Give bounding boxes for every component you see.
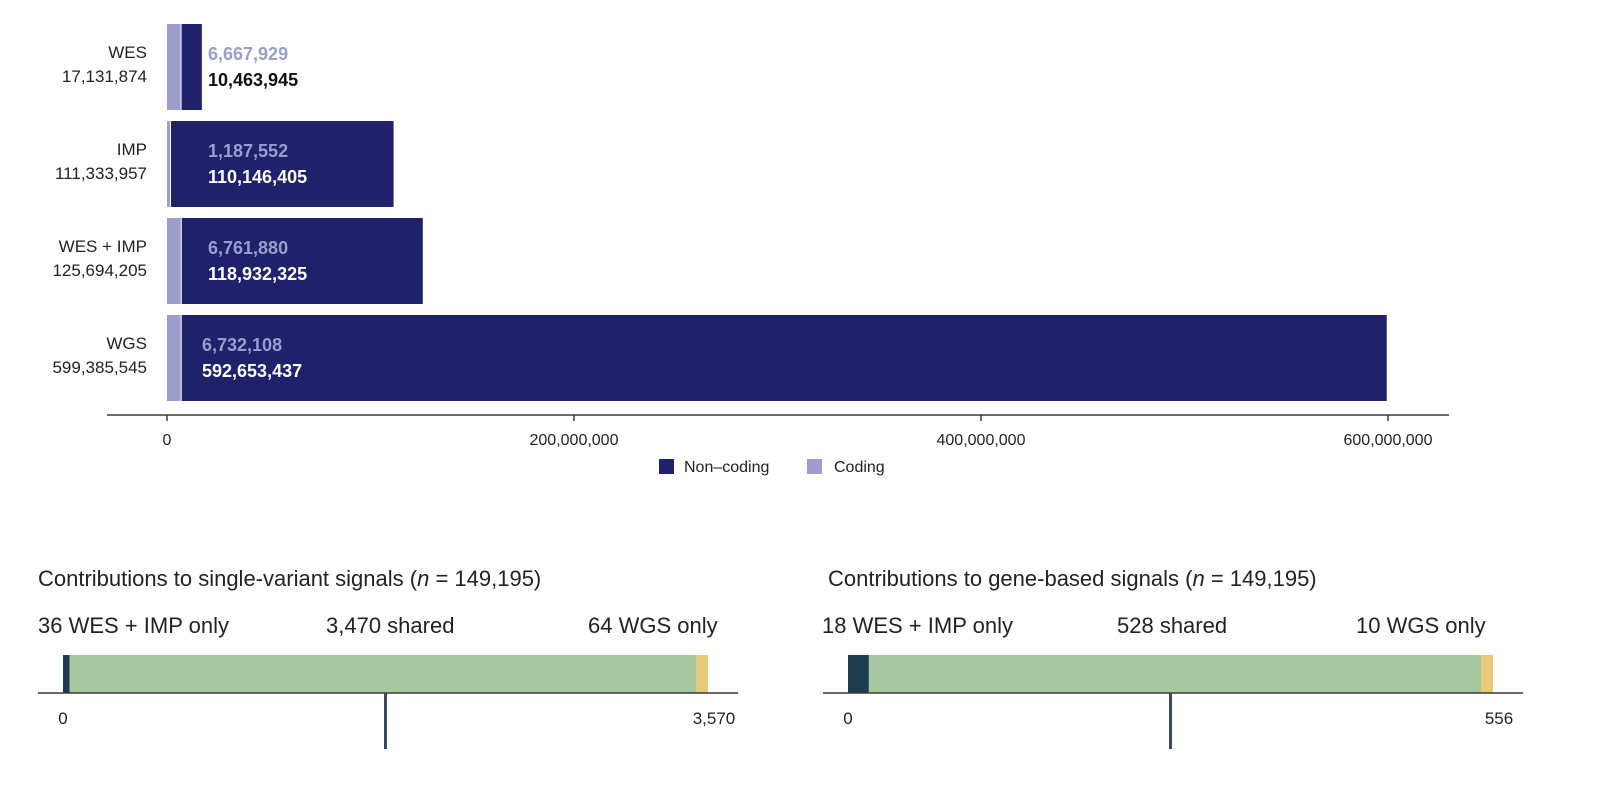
- x-tick-label: 556: [1485, 709, 1513, 728]
- noncoding-bar: [171, 121, 394, 207]
- x-tick-label: 400,000,000: [937, 432, 1026, 449]
- segment-label-wes-imp-only: 18 WES + IMP only: [822, 613, 1013, 638]
- wgs-only-segment: [1481, 655, 1493, 693]
- segment-label-wes-imp-only: 36 WES + IMP only: [38, 613, 229, 638]
- title-suffix: = 149,195): [1204, 566, 1317, 591]
- noncoding-value-label: 118,932,325: [208, 264, 307, 284]
- x-tick-label: 3,570: [693, 709, 736, 728]
- variant-count-bar-chart: WES 17,131,874 6,667,929 10,463,945 IMP 111,3…: [52, 24, 1449, 476]
- coding-value-label: 6,761,880: [208, 238, 288, 258]
- x-tick-label: 200,000,000: [530, 432, 619, 449]
- segment-label-shared: 3,470 shared: [326, 613, 455, 638]
- noncoding-value-label: 110,146,405: [208, 167, 307, 187]
- single-variant-contribution-bar: 0 3,570: [38, 655, 738, 749]
- noncoding-bar: [181, 315, 1387, 401]
- title-prefix: Contributions to single-variant signals …: [38, 566, 418, 591]
- legend-swatch: [659, 459, 674, 474]
- coding-bar: [167, 24, 181, 110]
- legend-swatch: [807, 459, 822, 474]
- category-label: IMP: [117, 140, 147, 159]
- category-total: 111,333,957: [55, 164, 147, 183]
- segment-label-shared: 528 shared: [1117, 613, 1228, 638]
- title-n: n: [417, 566, 430, 591]
- noncoding-bar: [181, 218, 423, 304]
- coding-bar: [167, 121, 170, 207]
- coding-bar: [167, 218, 181, 304]
- segment-label-wgs-only: 64 WGS only: [588, 613, 718, 638]
- category-total: 125,694,205: [52, 261, 147, 280]
- title-n: n: [1192, 566, 1205, 591]
- wes-imp-only-segment: [63, 655, 70, 693]
- wes-imp-only-segment: [848, 655, 869, 693]
- category-total: 17,131,874: [62, 67, 147, 86]
- shared-segment: [69, 655, 696, 693]
- contrib-title-single-variant: Contributions to single-variant signals …: [38, 566, 541, 592]
- category-label: WES + IMP: [59, 237, 147, 256]
- x-tick-label: 0: [58, 709, 67, 728]
- coding-value-label: 6,667,929: [208, 44, 288, 64]
- coding-bar: [167, 315, 181, 401]
- noncoding-value-label: 10,463,945: [208, 70, 298, 90]
- category-total: 599,385,545: [52, 358, 147, 377]
- legend-label: Non–coding: [684, 459, 769, 476]
- gene-based-contribution-bar: 0 556: [823, 655, 1523, 749]
- category-label: WES: [108, 43, 147, 62]
- coding-value-label: 6,732,108: [202, 335, 282, 355]
- shared-segment: [868, 655, 1481, 693]
- x-tick-label: 0: [843, 709, 852, 728]
- x-tick-label: 0: [163, 432, 172, 449]
- wgs-only-segment: [696, 655, 708, 693]
- noncoding-bar: [181, 24, 202, 110]
- x-tick-label: 600,000,000: [1344, 432, 1433, 449]
- segment-label-wgs-only: 10 WGS only: [1356, 613, 1486, 638]
- contrib-title-gene-based: Contributions to gene-based signals (n =…: [828, 566, 1317, 592]
- legend-label: Coding: [834, 459, 885, 476]
- title-prefix: Contributions to gene-based signals (: [828, 566, 1193, 591]
- title-suffix: = 149,195): [429, 566, 542, 591]
- category-label: WGS: [106, 334, 147, 353]
- noncoding-value-label: 592,653,437: [202, 361, 302, 381]
- coding-value-label: 1,187,552: [208, 141, 288, 161]
